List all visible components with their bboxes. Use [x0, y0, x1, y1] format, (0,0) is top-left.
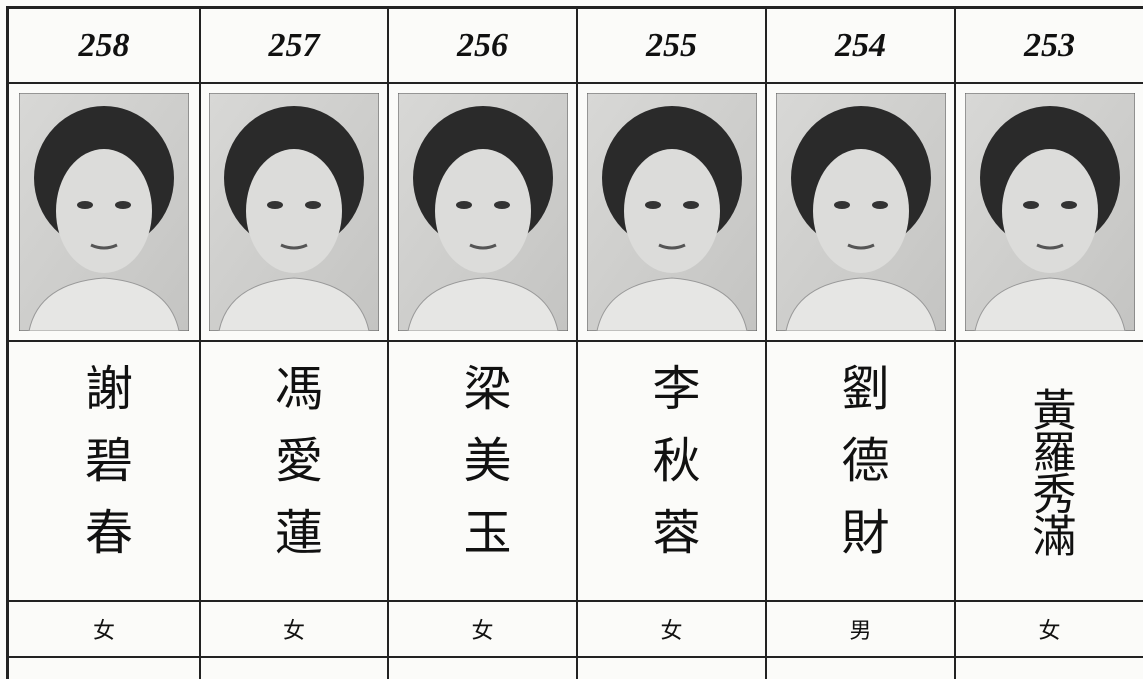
gender-cell: 女 [9, 602, 201, 658]
member-name: 馮愛蓮 [266, 363, 322, 579]
number-cell: 256 [389, 9, 578, 84]
gender-cell: 女 [389, 602, 578, 658]
next-row-cell [9, 658, 201, 679]
name-cell: 謝碧春 [9, 342, 201, 602]
member-name: 梁美玉 [454, 363, 511, 579]
name-cell: 李秋蓉 [578, 342, 767, 602]
member-name: 劉德財 [832, 363, 889, 579]
member-number: 253 [1024, 26, 1075, 64]
photo-cell [9, 84, 201, 342]
name-cell: 劉德財 [767, 342, 956, 602]
member-gender: 女 [471, 619, 494, 644]
portrait [18, 92, 190, 332]
gender-cell: 女 [578, 602, 767, 658]
outer-border [6, 6, 1143, 679]
portrait-photo [964, 92, 1135, 332]
member-gender: 女 [92, 619, 115, 644]
name-cell: 梁美玉 [389, 342, 578, 602]
gender-cell: 女 [956, 602, 1143, 658]
photo-cell [201, 84, 389, 342]
member-gender: 女 [1038, 619, 1061, 644]
photo-cell [956, 84, 1143, 342]
member-name: 李秋蓉 [643, 363, 700, 579]
gender-cell: 女 [201, 602, 389, 658]
gender-cell: 男 [767, 602, 956, 658]
number-cell: 258 [9, 9, 201, 84]
next-row-cell [201, 658, 389, 679]
member-gender: 女 [660, 619, 683, 644]
member-gender: 男 [849, 619, 872, 644]
next-row-cell [956, 658, 1143, 679]
next-row-cell [578, 658, 767, 679]
member-number: 258 [78, 26, 130, 64]
next-row-cell [389, 658, 578, 679]
member-gender: 女 [282, 619, 305, 644]
member-number: 256 [457, 26, 508, 64]
next-row-cell [767, 658, 956, 679]
portrait [208, 92, 380, 332]
number-cell: 253 [956, 9, 1143, 84]
name-cell: 馮愛蓮 [201, 342, 389, 602]
member-number: 257 [268, 26, 320, 64]
number-cell: 254 [767, 9, 956, 84]
member-name: 謝碧春 [76, 363, 132, 579]
member-number: 255 [646, 26, 697, 64]
number-cell: 255 [578, 9, 767, 84]
portrait-photo [586, 92, 757, 332]
photo-cell [578, 84, 767, 342]
photo-cell [389, 84, 578, 342]
name-cell: 黃羅秀滿 [956, 342, 1143, 602]
portrait-photo [397, 92, 568, 332]
portrait [775, 92, 946, 332]
photo-cell [767, 84, 956, 342]
portrait-photo [208, 92, 380, 332]
portrait-photo [775, 92, 946, 332]
portrait [586, 92, 757, 332]
portrait [397, 92, 568, 332]
member-number: 254 [835, 26, 886, 64]
portrait-photo [18, 92, 190, 332]
portrait [964, 92, 1135, 332]
number-cell: 257 [201, 9, 389, 84]
member-name: 黃羅秀滿 [1024, 387, 1076, 555]
